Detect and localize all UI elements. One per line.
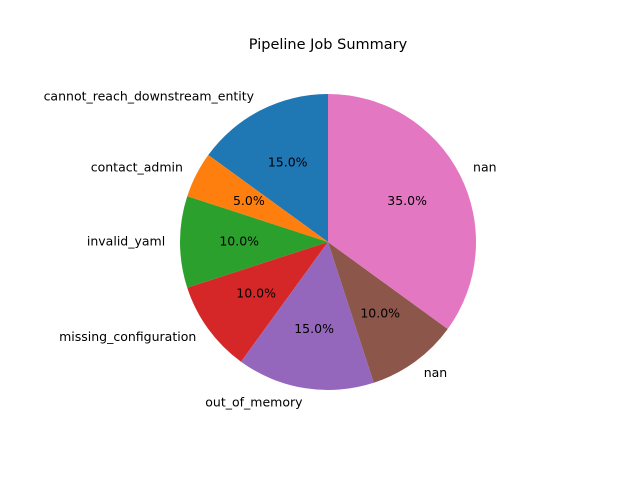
- slice-label: nan: [473, 160, 497, 175]
- slice-percent-label: 10.0%: [219, 234, 259, 249]
- pie-slice: [328, 242, 448, 383]
- pie-slice: [208, 94, 328, 242]
- pie-slice: [328, 94, 476, 329]
- slice-percent-label: 15.0%: [268, 154, 308, 169]
- pie-labels: cannot_reach_downstream_entity 15.0% conta…: [44, 88, 497, 409]
- pie-slices: [180, 94, 476, 390]
- slice-percent-label: 10.0%: [236, 286, 276, 301]
- slice-percent-label: 10.0%: [360, 305, 400, 320]
- slice-label: invalid_yaml: [87, 234, 165, 249]
- slice-label: missing_configuration: [59, 329, 196, 344]
- slice-label: nan: [424, 365, 448, 380]
- slice-label: cannot_reach_downstream_entity: [44, 88, 255, 103]
- pie-slice: [187, 155, 328, 242]
- slice-percent-label: 5.0%: [233, 193, 265, 208]
- pie-slice: [180, 196, 328, 288]
- pie-slice: [187, 242, 328, 362]
- slice-percent-label: 35.0%: [387, 193, 427, 208]
- slice-percent-label: 15.0%: [294, 321, 334, 336]
- pie-slice: [241, 242, 374, 390]
- chart-title: Pipeline Job Summary: [249, 37, 408, 53]
- slice-label: contact_admin: [91, 160, 183, 175]
- slice-label: out_of_memory: [205, 394, 303, 409]
